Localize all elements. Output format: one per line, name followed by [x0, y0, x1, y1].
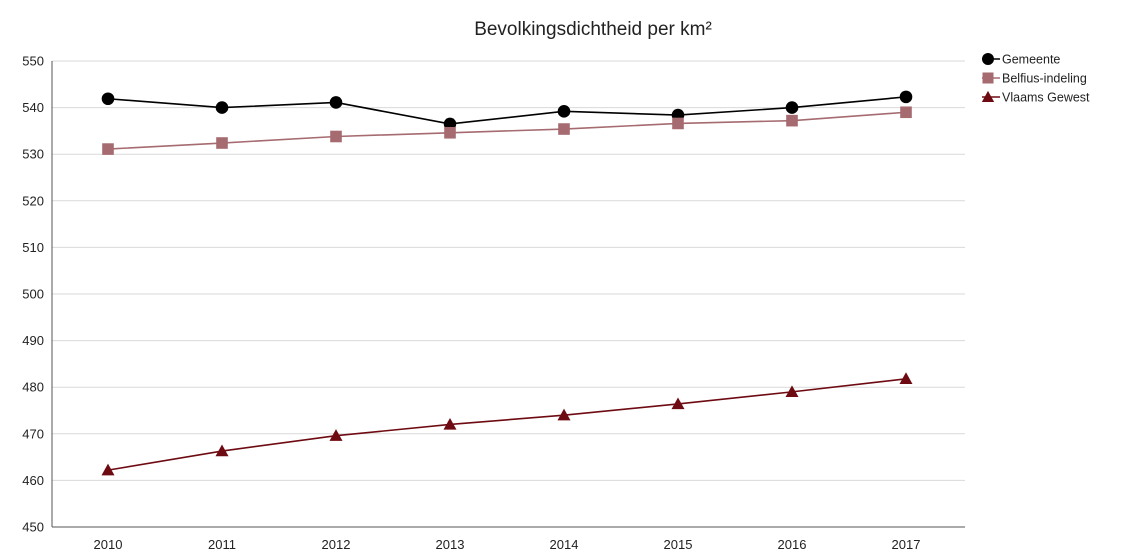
grid-layer	[52, 60, 965, 481]
x-tick-label: 2010	[94, 537, 123, 552]
data-point	[444, 126, 456, 139]
legend-marker	[981, 90, 995, 102]
data-point	[215, 444, 229, 457]
x-tick-label: 2017	[892, 537, 921, 552]
legend-marker	[982, 72, 994, 84]
data-point	[443, 417, 457, 430]
x-tick-label: 2011	[208, 537, 236, 552]
axes	[51, 61, 965, 528]
series-layer	[101, 90, 913, 476]
y-tick-label: 450	[22, 520, 44, 535]
legend-label: Belfius-indeling	[1002, 72, 1087, 86]
legend-label: Gemeente	[1002, 53, 1060, 67]
y-tick-label: 510	[22, 240, 44, 255]
data-point	[101, 463, 115, 476]
data-point	[786, 114, 798, 127]
series-line	[107, 378, 907, 471]
x-tick-label: 2015	[664, 537, 693, 552]
legend-marker	[982, 53, 994, 65]
x-tick-label: 2016	[778, 537, 807, 552]
y-tick-label: 550	[22, 54, 44, 69]
data-point	[216, 137, 228, 149]
data-point	[899, 372, 913, 385]
data-point	[101, 92, 115, 106]
legend-item: Vlaams Gewest	[981, 90, 1090, 105]
legend-item: Belfius-indeling	[982, 72, 1087, 86]
y-tick-label: 490	[22, 333, 44, 348]
data-point	[785, 385, 799, 398]
y-tick-label: 470	[22, 426, 44, 441]
data-point	[672, 117, 684, 130]
legend-item: Gemeente	[982, 53, 1060, 67]
y-tick-label: 500	[22, 287, 44, 302]
y-tick-label: 480	[22, 380, 44, 395]
series-belfius-indeling	[102, 106, 912, 155]
y-tick-label: 520	[22, 193, 44, 208]
x-tick-label: 2013	[436, 537, 465, 552]
data-point	[671, 397, 685, 410]
data-point	[557, 105, 571, 118]
series-line	[107, 111, 907, 150]
legend: Gemeente Belfius-indeling Vlaams Gewest	[981, 53, 1090, 105]
y-tick-labels: 450 460 470 480 490 500 510 520 530 540 550	[22, 54, 44, 535]
x-tick-labels: 2010 2011 2012 2013 2014 2015 2016 2017	[94, 537, 921, 552]
y-tick-label: 460	[22, 473, 44, 488]
data-point	[785, 101, 799, 114]
series-vlaams-gewest	[101, 372, 913, 476]
y-tick-label: 540	[22, 100, 44, 115]
data-point	[329, 96, 343, 109]
x-tick-label: 2012	[322, 537, 351, 552]
y-tick-label: 530	[22, 147, 44, 162]
chart-title: Bevolkingsdichtheid per km²	[474, 19, 712, 40]
data-point	[899, 90, 913, 104]
series-line	[107, 96, 907, 125]
data-point	[102, 143, 114, 155]
legend-label: Vlaams Gewest	[1002, 91, 1090, 105]
data-point	[330, 130, 342, 143]
data-point	[557, 408, 571, 421]
data-point	[900, 106, 912, 119]
data-point	[215, 101, 229, 114]
x-tick-label: 2014	[550, 537, 579, 552]
data-point	[329, 429, 343, 441]
data-point	[558, 123, 570, 135]
